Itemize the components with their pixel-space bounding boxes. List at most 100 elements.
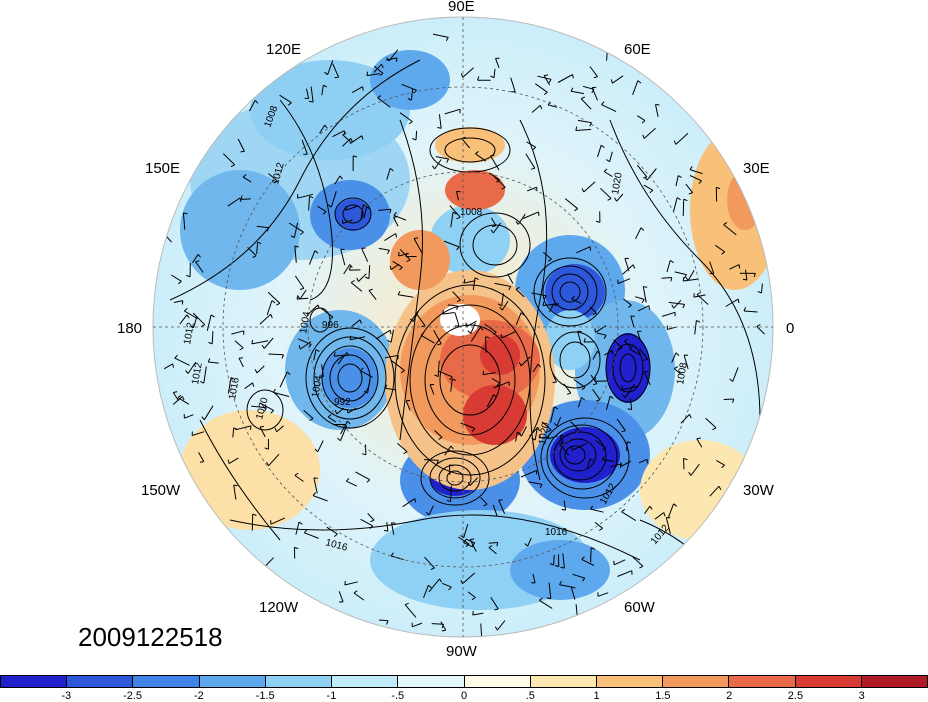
wind-barb: [456, 191, 459, 201]
wind-barb-flag: [266, 462, 269, 467]
wind-barb: [577, 331, 582, 346]
wind-barb: [606, 49, 608, 61]
wind-barb: [259, 426, 266, 438]
wind-barb-flag: [383, 529, 389, 532]
wind-barb-flag: [581, 397, 586, 401]
wind-barb: [398, 252, 409, 257]
wind-barb-flag: [348, 266, 351, 271]
wind-barb: [428, 578, 440, 593]
wind-barb: [472, 277, 476, 291]
wind-barb-flag: [324, 124, 328, 129]
lon-label-30e: 30E: [743, 160, 770, 177]
wind-barb: [410, 88, 414, 101]
wind-barb: [617, 570, 632, 577]
wind-barb-flag: [601, 101, 605, 105]
wind-barb: [437, 360, 440, 377]
wind-barb: [655, 104, 659, 118]
wind-barb: [256, 365, 265, 374]
wind-barb-flag: [607, 49, 612, 52]
colorbar-swatch: [67, 675, 134, 688]
wind-barb: [580, 98, 592, 110]
wind-barb-flag: [639, 565, 644, 569]
wind-barb-flag: [230, 164, 235, 168]
wind-barb-flag: [294, 245, 299, 248]
wind-barb: [572, 442, 588, 451]
wind-barb-flag: [414, 498, 417, 503]
wind-barb-flag: [323, 84, 328, 88]
wind-barb-flag: [359, 367, 364, 371]
wind-barb: [497, 620, 506, 631]
wind-barb-flag: [183, 212, 188, 215]
wind-barb: [534, 427, 538, 441]
wind-barb: [600, 187, 612, 199]
wind-barb-flag: [532, 146, 537, 151]
wind-barb-flag: [494, 608, 499, 611]
wind-barb-flag: [337, 437, 341, 442]
wind-barb: [462, 67, 474, 78]
wind-barb: [515, 432, 518, 442]
wind-barb: [528, 481, 543, 485]
wind-barb: [368, 265, 371, 279]
wind-barb: [263, 337, 274, 349]
wind-barb-flag: [299, 287, 305, 290]
wind-barb: [526, 141, 536, 148]
colorbar-tick-label: 2.5: [787, 690, 804, 702]
wind-barb: [470, 322, 476, 334]
wind-barb-flag: [621, 385, 623, 390]
wind-barb: [589, 306, 597, 314]
wind-barb-flag: [589, 458, 594, 462]
wind-barb-flag: [342, 132, 347, 136]
wind-barb: [238, 357, 244, 368]
wind-barb-flag: [675, 352, 680, 356]
wind-barb: [171, 274, 182, 282]
wind-barb-flag: [230, 376, 235, 380]
wind-barb-flag: [238, 357, 244, 359]
contour-label: 1004: [298, 310, 313, 334]
wind-barb: [294, 246, 297, 263]
wind-barb-flag: [254, 99, 259, 104]
wind-barb-flag: [201, 416, 205, 421]
wind-barb: [482, 372, 496, 376]
wind-barb-flag: [494, 626, 498, 631]
wind-barb-flag: [377, 95, 382, 99]
wind-barb-flag: [480, 326, 484, 331]
wind-barb-flag: [445, 37, 449, 42]
wind-barb-flag: [346, 352, 350, 357]
wind-barb: [390, 329, 394, 343]
wind-barb-flag: [334, 410, 338, 415]
wind-barb-flag: [324, 71, 328, 76]
wind-barb-flag: [471, 597, 476, 601]
wind-barb: [621, 460, 632, 467]
wind-barb-flag: [183, 308, 188, 312]
wind-barb: [306, 88, 310, 99]
wind-barb: [398, 294, 414, 298]
wind-barb-flag: [395, 233, 398, 238]
wind-barb-flag: [240, 195, 243, 200]
wind-barb: [288, 222, 304, 233]
wind-barb: [531, 292, 547, 297]
wind-barb-flag: [477, 636, 482, 637]
wind-barb: [367, 380, 371, 394]
wind-barb: [493, 68, 496, 78]
wind-barb-flag: [366, 206, 371, 210]
wind-barb: [610, 463, 621, 468]
wind-barb: [666, 260, 671, 273]
wind-barb: [206, 314, 212, 331]
lon-label-180: 180: [117, 320, 143, 337]
wind-barb: [391, 522, 395, 535]
wind-barb: [440, 621, 447, 631]
wind-barb-flag: [361, 135, 364, 140]
wind-barb: [444, 108, 461, 115]
wind-barb-flag: [361, 453, 367, 456]
wind-barb-flag: [729, 378, 734, 382]
wind-barb-flag: [537, 363, 541, 368]
wind-barb: [661, 311, 676, 317]
wind-barb: [293, 222, 299, 238]
wind-barb: [624, 258, 630, 272]
wind-barb: [529, 426, 539, 437]
wind-barb: [689, 169, 703, 175]
wind-barb-flag: [553, 422, 558, 427]
wind-barb-flag: [386, 620, 389, 625]
wind-barb: [616, 193, 624, 202]
wind-barb: [338, 591, 344, 603]
